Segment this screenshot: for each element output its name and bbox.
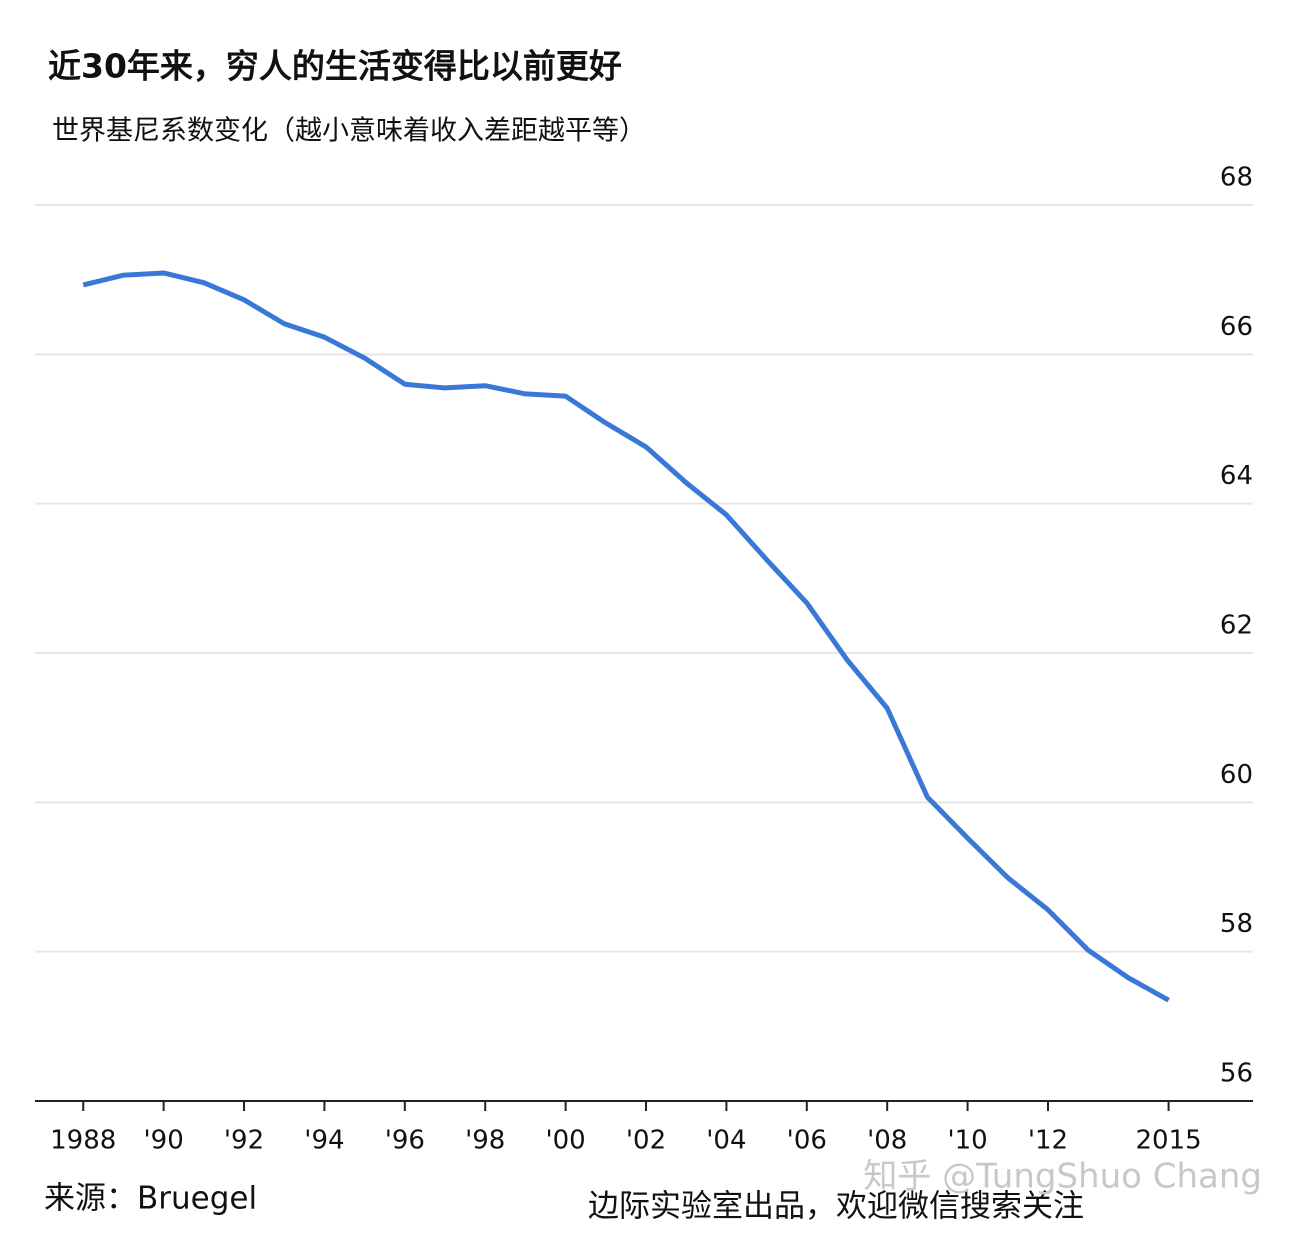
x-tick-label: '90 — [144, 1126, 184, 1156]
x-tick-label: '98 — [465, 1126, 505, 1156]
y-tick-label: 68 — [1220, 163, 1253, 193]
x-tick-label: 2015 — [1135, 1126, 1201, 1156]
x-tick-label: '02 — [626, 1126, 666, 1156]
x-tick-label: '04 — [706, 1126, 746, 1156]
y-tick-label: 64 — [1220, 461, 1253, 491]
x-tick-label: '08 — [867, 1126, 907, 1156]
y-tick-label: 58 — [1220, 909, 1253, 939]
y-tick-label: 56 — [1220, 1059, 1253, 1089]
chart-title: 近30年来，穷人的生活变得比以前更好 — [48, 47, 622, 86]
x-tick-label: '06 — [787, 1126, 827, 1156]
footer: 边际实验室出品，欢迎微信搜索关注 — [588, 1189, 1084, 1225]
y-tick-label: 62 — [1220, 611, 1253, 641]
x-tick-label: 1988 — [50, 1126, 116, 1156]
watermark: 知乎 @TungShuo Chang — [863, 1157, 1262, 1197]
y-tick-label: 60 — [1220, 760, 1253, 790]
x-tick-label: '00 — [545, 1126, 585, 1156]
x-tick-label: '96 — [385, 1126, 425, 1156]
chart-subtitle: 世界基尼系数变化（越小意味着收入差距越平等） — [52, 116, 646, 147]
data-line — [82, 270, 1170, 1003]
x-tick-label: '10 — [947, 1126, 987, 1156]
x-tick-label: '12 — [1028, 1126, 1068, 1156]
y-tick-label: 66 — [1220, 312, 1253, 342]
x-tick-label: '92 — [224, 1126, 264, 1156]
x-tick-label: '94 — [304, 1126, 344, 1156]
source: 来源：Bruegel — [44, 1181, 257, 1217]
